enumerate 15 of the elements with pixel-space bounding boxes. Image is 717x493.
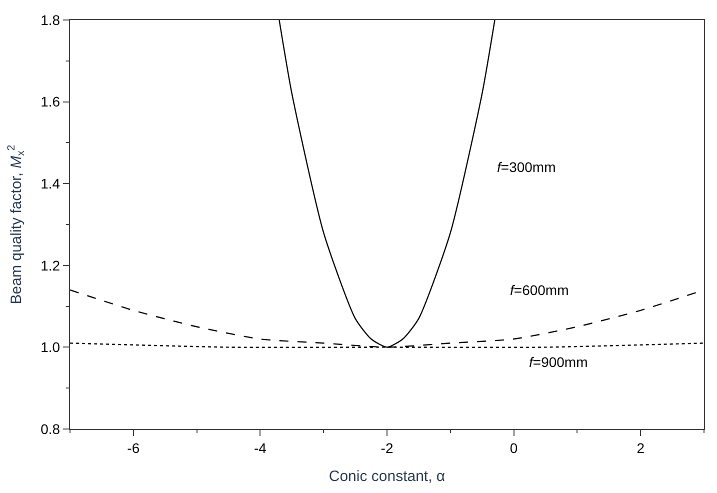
x-tick-label: -6 (127, 440, 140, 456)
x-tick-label: -2 (380, 440, 394, 456)
y-tick-label: 1.4 (40, 176, 60, 192)
x-tick-label: -4 (254, 440, 267, 456)
x-axis-title: Conic constant, α (328, 468, 446, 485)
x-tick-label: 0 (510, 440, 518, 456)
y-tick-label: 0.8 (40, 420, 60, 437)
series-label: f=900mm (529, 354, 588, 370)
y-tick-label: 1.6 (40, 94, 60, 110)
x-tick-label: 2 (636, 440, 645, 456)
y-tick-label: 1.0 (40, 339, 60, 356)
y-tick-label: 1.2 (40, 257, 60, 274)
y-tick-label: 1.8 (40, 12, 60, 28)
text: f=300mm (497, 159, 556, 175)
text: f=600mm (510, 282, 569, 298)
